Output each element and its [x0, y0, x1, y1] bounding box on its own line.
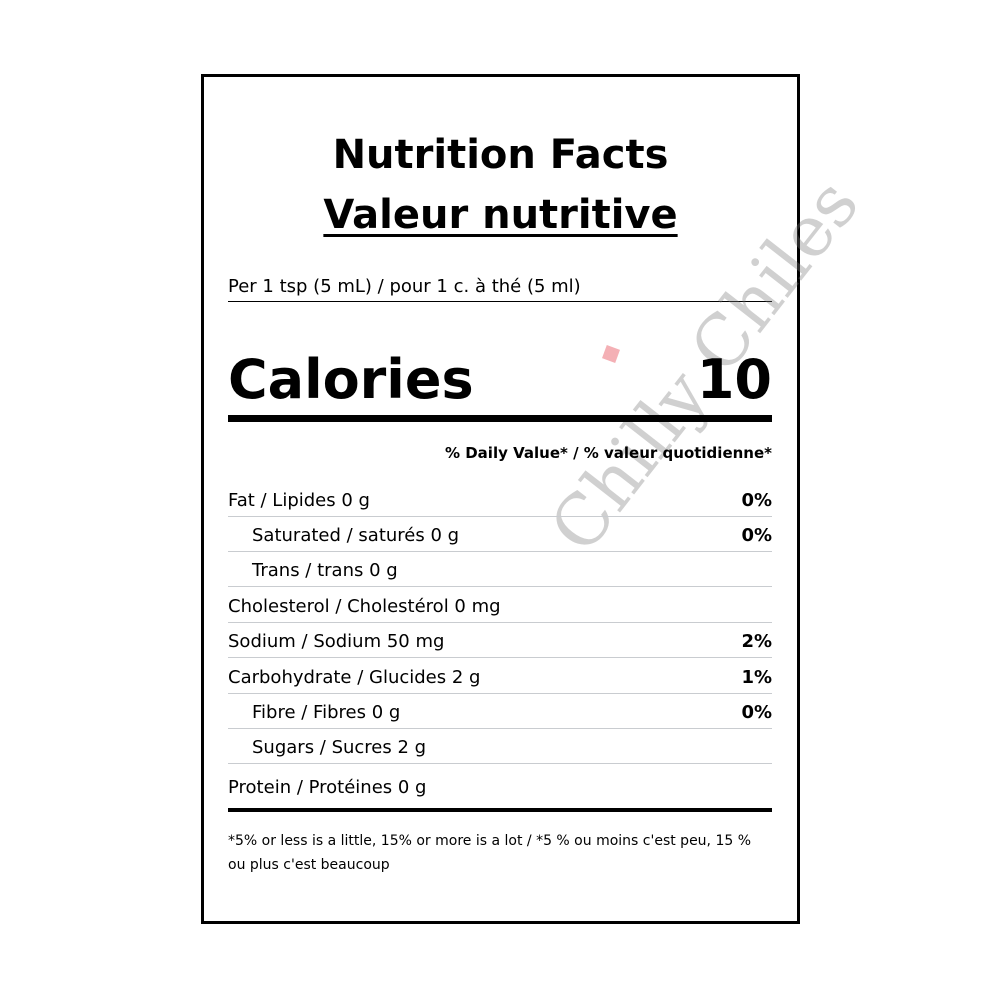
- nutrient-name: Fat / Lipides 0 g: [228, 490, 370, 511]
- calories-label: Calories: [228, 348, 474, 411]
- nutrient-row-sodium: Sodium / Sodium 50 mg 2%: [228, 627, 772, 658]
- footer-divider: [228, 808, 772, 812]
- calories-value: 10: [696, 348, 772, 411]
- nutrient-name: Fibre / Fibres 0 g: [252, 702, 401, 723]
- nutrient-percent: 2%: [741, 631, 772, 652]
- nutrient-name: Sugars / Sucres 2 g: [252, 737, 427, 758]
- nutrient-row-carbohydrate: Carbohydrate / Glucides 2 g 1%: [228, 663, 772, 694]
- nutrient-percent: 0%: [741, 490, 772, 511]
- calories-divider: [228, 415, 772, 422]
- nutrient-percent: 1%: [741, 667, 772, 688]
- title-french: Valeur nutritive: [323, 192, 678, 238]
- calories-row: Calories 10: [228, 345, 772, 415]
- nutrient-name: Carbohydrate / Glucides 2 g: [228, 667, 481, 688]
- nutrient-name: Trans / trans 0 g: [252, 560, 398, 581]
- nutrient-row-fat: Fat / Lipides 0 g 0%: [228, 486, 772, 517]
- footnote: *5% or less is a little, 15% or more is …: [228, 833, 752, 873]
- nutrition-facts-label: Nutrition Facts Valeur nutritive Per 1 t…: [201, 74, 875, 924]
- nutrient-row-trans: Trans / trans 0 g: [228, 556, 772, 587]
- nutrient-percent: 0%: [741, 525, 772, 546]
- nutrient-percent: 0%: [741, 702, 772, 723]
- nutrient-name: Protein / Protéines 0 g: [228, 777, 427, 798]
- nutrient-row-cholesterol: Cholesterol / Cholestérol 0 mg: [228, 592, 772, 623]
- daily-value-header: % Daily Value* / % valeur quotidienne*: [444, 444, 772, 462]
- serving-size: Per 1 tsp (5 mL) / pour 1 c. à thé (5 ml…: [228, 275, 772, 302]
- nutrient-row-saturated: Saturated / saturés 0 g 0%: [228, 521, 772, 552]
- nutrient-name: Cholesterol / Cholestérol 0 mg: [228, 596, 501, 617]
- title-english: Nutrition Facts: [332, 132, 669, 178]
- nutrient-row-sugars: Sugars / Sucres 2 g: [228, 733, 772, 764]
- nutrient-row-protein: Protein / Protéines 0 g: [228, 773, 772, 803]
- nutrient-name: Saturated / saturés 0 g: [252, 525, 460, 546]
- nutrient-name: Sodium / Sodium 50 mg: [228, 631, 445, 652]
- nutrient-row-fibre: Fibre / Fibres 0 g 0%: [228, 698, 772, 729]
